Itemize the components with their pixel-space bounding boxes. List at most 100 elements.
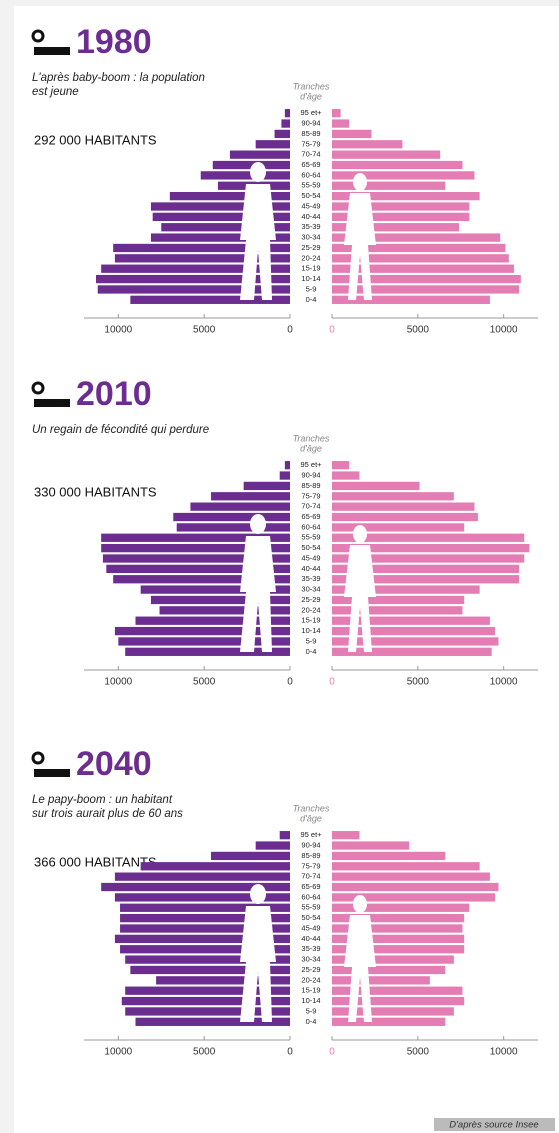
silhouette-woman	[344, 915, 376, 1022]
bar	[211, 851, 290, 861]
bar	[113, 575, 290, 584]
bar	[332, 150, 441, 159]
bar	[332, 502, 475, 511]
age-label: 15-19	[301, 264, 320, 273]
age-label: 55-59	[301, 181, 320, 190]
bar	[135, 1017, 290, 1026]
bar	[176, 523, 290, 532]
bar	[332, 523, 465, 532]
age-label: 30-34	[301, 585, 320, 594]
axis-label: Tranches	[293, 433, 330, 443]
block-title: 2010	[76, 375, 152, 413]
bar	[332, 543, 530, 553]
bar	[332, 274, 521, 284]
silhouette-head	[353, 525, 367, 543]
bar	[140, 585, 290, 594]
bar	[332, 492, 454, 501]
bar	[332, 129, 372, 139]
bar	[130, 965, 290, 975]
bar	[243, 481, 290, 491]
age-label: 50-54	[301, 191, 320, 200]
age-label: 90-94	[301, 841, 320, 850]
bar	[332, 254, 509, 263]
age-label: 75-79	[301, 491, 320, 500]
subtitle: sur trois aurait plus de 60 ans	[32, 808, 183, 820]
pyramid-block: 2010 Un regain de fécondité qui perdure 33…	[31, 375, 538, 688]
age-label: 5-9	[306, 284, 317, 293]
bar	[114, 934, 291, 944]
age-label: 0-4	[306, 1017, 317, 1026]
bar	[97, 285, 290, 294]
age-label: 95 et+	[300, 460, 322, 469]
bar	[229, 150, 290, 159]
bar	[152, 212, 290, 222]
bar	[101, 543, 291, 553]
bar	[332, 564, 520, 574]
age-label: 40-44	[301, 564, 320, 573]
bar	[332, 471, 360, 480]
axis-label: Tranches	[293, 803, 330, 813]
bar	[114, 893, 291, 902]
bar	[113, 243, 290, 253]
bar	[169, 191, 290, 201]
bar	[159, 606, 290, 615]
bar	[120, 945, 290, 954]
subtitle: Le papy-boom : un habitant	[32, 794, 173, 806]
silhouette-man	[240, 906, 276, 1022]
source-box	[434, 1118, 555, 1131]
bar	[332, 119, 350, 128]
silhouette-head	[353, 895, 367, 913]
bar	[125, 955, 290, 964]
age-label: 60-64	[301, 892, 320, 901]
bar	[332, 171, 475, 180]
bar	[125, 647, 290, 656]
bar	[114, 626, 291, 636]
bar	[332, 585, 480, 594]
bar	[332, 512, 478, 522]
pyramid-block: 2040 Le papy-boom : un habitant sur trois …	[31, 745, 538, 1058]
age-label: 40-44	[301, 212, 320, 221]
bar	[255, 841, 290, 850]
age-label: 45-49	[301, 201, 320, 210]
bar	[212, 160, 290, 170]
age-label: 65-69	[301, 160, 320, 169]
bar	[279, 831, 290, 840]
bar	[130, 295, 290, 304]
x-tick-label: 5000	[193, 1047, 216, 1058]
bar	[200, 171, 290, 180]
pin-icon	[31, 381, 45, 395]
bar	[140, 862, 290, 871]
bar	[332, 295, 490, 304]
population: 330 000 HABITANTS	[34, 484, 157, 499]
silhouette-woman	[344, 545, 376, 652]
age-label: 20-24	[301, 253, 320, 262]
x-tick-label: 10000	[490, 677, 518, 688]
bar	[102, 554, 290, 563]
subtitle: L'après baby-boom : la population	[32, 72, 205, 84]
bar	[332, 976, 430, 985]
bar	[161, 223, 290, 232]
bar	[332, 647, 492, 656]
bar	[173, 512, 290, 522]
bar	[101, 882, 291, 892]
bar	[279, 471, 290, 480]
bar	[332, 575, 520, 584]
bar	[332, 191, 480, 201]
bar	[332, 212, 470, 222]
age-label: 55-59	[301, 903, 320, 912]
x-tick-label: 10000	[104, 677, 132, 688]
population: 366 000 HABITANTS	[34, 854, 157, 869]
bar	[332, 606, 463, 615]
age-label: 40-44	[301, 934, 320, 943]
bar	[332, 626, 496, 636]
x-tick-label: 5000	[407, 1047, 430, 1058]
bar	[274, 129, 290, 139]
bar	[150, 202, 290, 211]
x-tick-label: 5000	[407, 677, 430, 688]
age-label: 20-24	[301, 975, 320, 984]
axis-label: d'âge	[300, 813, 322, 823]
age-label: 60-64	[301, 170, 320, 179]
bar	[284, 109, 290, 118]
age-label: 70-74	[301, 872, 320, 881]
